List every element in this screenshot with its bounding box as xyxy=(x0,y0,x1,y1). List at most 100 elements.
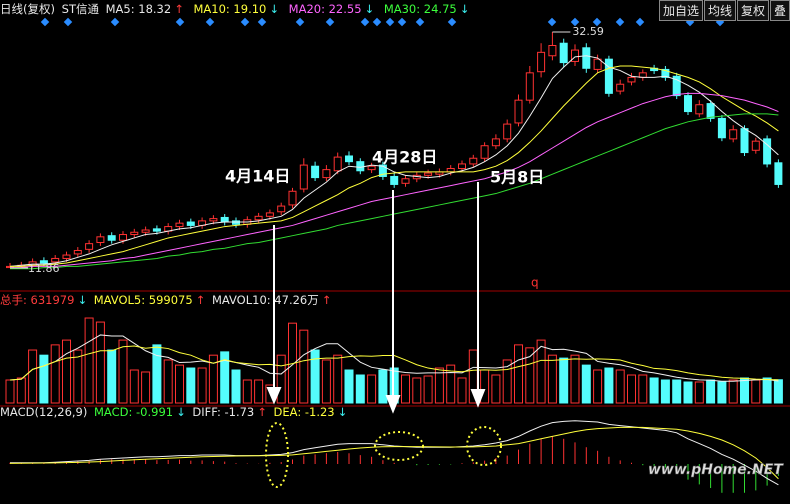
candle-body xyxy=(73,249,82,255)
volume-bar xyxy=(559,357,569,404)
price-panel: 32.59 11.86 xyxy=(6,25,783,275)
diff-value: DIFF: -1.73 xyxy=(192,405,255,419)
candle-body xyxy=(525,72,534,101)
mavol5: MAVOL5: 599075 xyxy=(93,293,193,307)
high-label: 32.59 xyxy=(572,25,604,38)
volume-bar xyxy=(649,377,659,404)
arrow: ↓ xyxy=(364,2,375,16)
volume-bar xyxy=(773,379,783,404)
volume-bar xyxy=(344,369,354,404)
volume-bar xyxy=(152,344,162,404)
candle-body xyxy=(345,155,353,163)
candle-body xyxy=(367,165,376,171)
arrow: ↑ xyxy=(195,293,206,307)
candle-body xyxy=(717,117,726,139)
candle-body xyxy=(424,172,433,176)
button[interactable]: 叠 xyxy=(769,0,790,21)
ma30: MA30: 24.75 xyxy=(383,2,457,16)
candle-body xyxy=(119,234,127,241)
ma-label: MA30: 24.75 ↓ xyxy=(384,2,473,16)
candle-body xyxy=(85,243,94,250)
event-diamond xyxy=(360,17,370,27)
button[interactable]: 复权 xyxy=(736,0,769,21)
candle-body xyxy=(740,128,749,154)
volume-bar xyxy=(740,377,749,404)
volume-bar xyxy=(570,354,580,404)
volume-bar xyxy=(310,349,320,404)
volume-bar xyxy=(208,354,218,404)
stock-name: ST信通 xyxy=(61,2,99,16)
arrow: ↓ xyxy=(269,2,279,16)
marker: q xyxy=(531,276,539,290)
title: 日线(复权) xyxy=(0,2,55,16)
candle-body xyxy=(277,205,286,213)
candle-body xyxy=(51,257,60,263)
button[interactable]: 加自选 xyxy=(658,0,703,21)
candle-body xyxy=(254,215,263,221)
candle-body xyxy=(288,190,297,206)
volume-bar xyxy=(638,374,648,404)
volume-bar xyxy=(672,379,682,404)
volume-bar xyxy=(412,377,422,404)
event-diamond xyxy=(325,17,335,27)
ma-line xyxy=(10,65,779,267)
arrow: ↓ xyxy=(337,405,348,419)
low-label: 11.86 xyxy=(28,262,60,275)
volume-bar xyxy=(84,317,94,404)
volume-bar xyxy=(163,359,173,404)
candle-body xyxy=(390,175,399,185)
header: 日线(复权) ST信通 MA5: 18.32 ↑ MA10: 19.10 ↓ MA2… xyxy=(0,1,475,17)
volume-bar xyxy=(39,354,49,404)
candle-body xyxy=(537,51,546,73)
volume-panel xyxy=(5,317,783,404)
volume-bar xyxy=(197,367,207,404)
event-diamond xyxy=(295,17,305,27)
mavol10: MAVOL10: 47.26万 xyxy=(211,293,319,307)
macd-line xyxy=(10,420,779,486)
volume-bar xyxy=(299,329,309,404)
volume-bar xyxy=(627,374,636,404)
volume-bar xyxy=(446,364,456,404)
volume-bar xyxy=(706,379,716,404)
volume-bar xyxy=(717,381,727,404)
volume-bar xyxy=(683,381,693,404)
volume-header: 总手: 631979 ↓ MAVOL5: 599075 ↑ MAVOL10: 47.… xyxy=(0,292,334,308)
arrow: ↑ xyxy=(257,405,267,419)
candle-body xyxy=(604,58,613,94)
candle-body xyxy=(186,221,195,226)
candle-body xyxy=(491,138,500,147)
volume-bar xyxy=(242,379,252,404)
macd-title: MACD(12,26,9) xyxy=(0,405,88,419)
candle-body xyxy=(401,178,410,184)
event-diamond xyxy=(547,17,557,27)
candle-body xyxy=(695,104,704,115)
candle-body xyxy=(672,75,681,97)
volume-bar xyxy=(593,369,603,404)
candle-body xyxy=(322,169,331,179)
candle-body xyxy=(503,123,512,140)
highlight-ellipses xyxy=(265,422,502,488)
candle-body xyxy=(751,140,760,151)
candle-body xyxy=(661,68,670,78)
volume-bar xyxy=(73,349,83,404)
candle-body xyxy=(96,236,105,244)
arrow: ↓ xyxy=(77,293,88,307)
macd-header: MACD(12,26,9) MACD: -0.991 ↓ DIFF: -1.73 ↑… xyxy=(0,404,350,420)
ma5: MA5: 18.32 xyxy=(105,2,172,16)
candle-body xyxy=(559,42,568,64)
event-diamond xyxy=(447,17,457,27)
macd-panel xyxy=(9,420,779,493)
annotation: 4月28日 xyxy=(372,148,437,167)
candle-body xyxy=(616,83,625,92)
candle-body xyxy=(729,129,738,140)
ma-label: MA20: 22.55 ↓ xyxy=(289,2,378,16)
dea-value: DEA: -1.23 xyxy=(273,405,335,419)
mavol-line xyxy=(9,334,779,382)
event-diamond xyxy=(415,17,425,27)
candle-body xyxy=(548,45,557,57)
arrow: ↓ xyxy=(176,405,186,419)
event-diamond xyxy=(110,17,120,27)
candle-body xyxy=(62,254,71,259)
button[interactable]: 均线 xyxy=(703,0,736,21)
candle-body xyxy=(593,58,602,70)
